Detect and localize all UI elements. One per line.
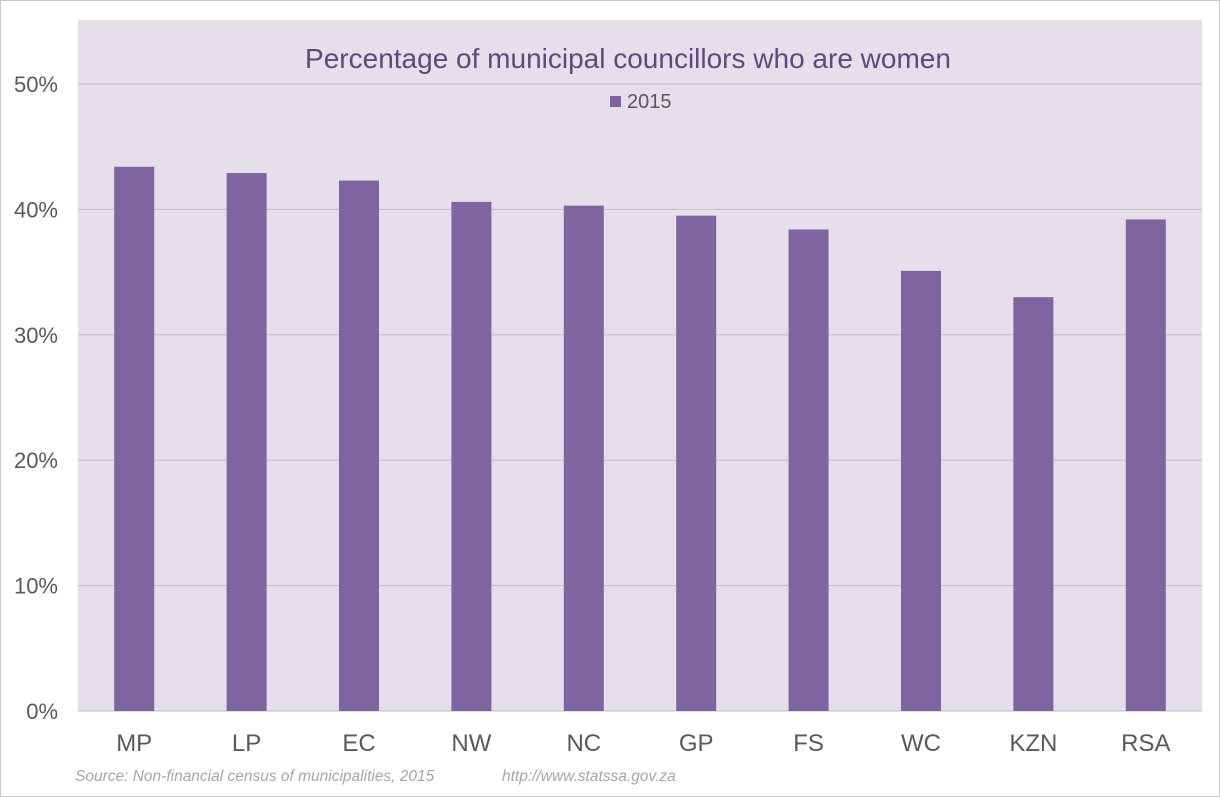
chart-title: Percentage of municipal councillors who … bbox=[305, 43, 951, 74]
y-tick-label: 20% bbox=[14, 448, 58, 473]
bar-lp bbox=[226, 173, 267, 711]
y-tick-label: 10% bbox=[14, 574, 58, 599]
bar-ec bbox=[339, 180, 379, 712]
x-tick-label: GP bbox=[679, 730, 714, 757]
x-tick-label: FS bbox=[793, 730, 824, 757]
x-tick-label: LP bbox=[232, 730, 261, 757]
x-tick-label: RSA bbox=[1121, 730, 1170, 757]
legend-label: 2015 bbox=[627, 91, 672, 113]
source-note: Source: Non-financial census of municipa… bbox=[75, 768, 435, 785]
y-tick-label: 40% bbox=[14, 197, 58, 222]
bar-nw bbox=[451, 201, 492, 711]
x-tick-label: EC bbox=[342, 730, 375, 757]
x-tick-label: MP bbox=[116, 730, 152, 757]
bar-kzn bbox=[1013, 297, 1054, 711]
bar-fs bbox=[788, 229, 829, 712]
x-tick-label: KZN bbox=[1009, 730, 1057, 757]
bar-wc bbox=[901, 270, 941, 711]
source-url: http://www.statssa.gov.za bbox=[502, 768, 676, 785]
x-tick-label: WC bbox=[901, 730, 941, 757]
y-tick-label: 50% bbox=[14, 72, 58, 97]
x-tick-label: NC bbox=[566, 730, 601, 757]
legend-swatch bbox=[610, 96, 621, 107]
bar-rsa bbox=[1125, 219, 1166, 711]
bar-mp bbox=[114, 166, 155, 711]
y-tick-label: 30% bbox=[14, 323, 58, 348]
bar-nc bbox=[563, 205, 604, 711]
y-tick-label: 0% bbox=[26, 699, 58, 724]
x-tick-label: NW bbox=[451, 730, 491, 757]
bar-gp bbox=[676, 215, 717, 712]
